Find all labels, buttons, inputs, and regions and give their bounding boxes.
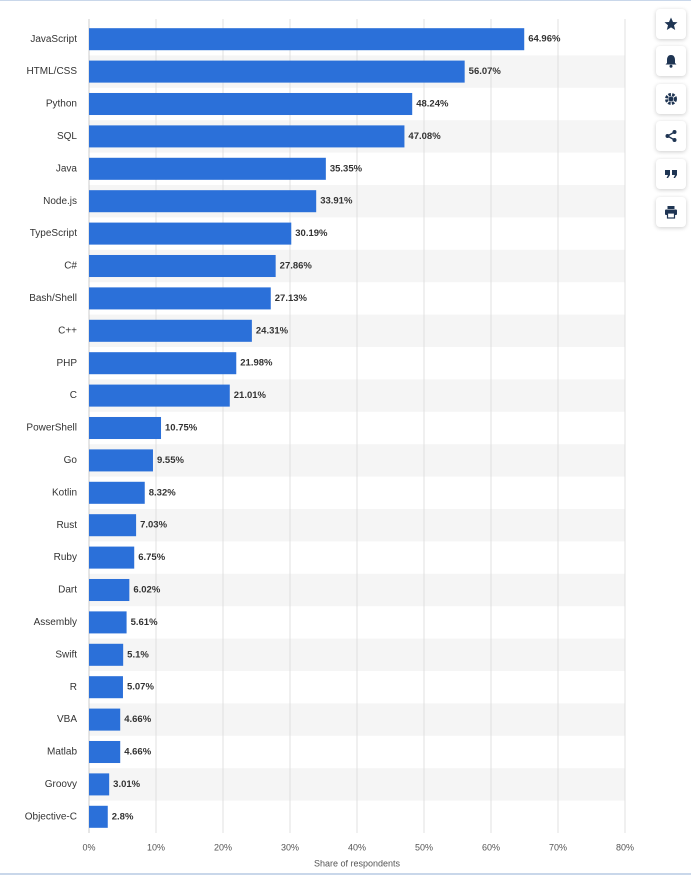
share-button[interactable] xyxy=(656,121,686,151)
bar xyxy=(89,125,405,148)
value-label: 6.75% xyxy=(138,552,165,563)
x-tick-label: 20% xyxy=(214,842,232,852)
bar xyxy=(89,708,121,731)
y-tick-label: VBA xyxy=(57,714,77,725)
value-label: 30.19% xyxy=(295,228,328,239)
value-label: 10.75% xyxy=(165,423,198,434)
y-tick-label: Node.js xyxy=(43,196,77,207)
bar xyxy=(89,416,162,440)
y-tick-label: PHP xyxy=(56,358,77,369)
y-tick-label: Go xyxy=(64,455,78,466)
y-tick-label: PowerShell xyxy=(26,423,77,434)
bar xyxy=(89,190,317,213)
bar xyxy=(89,578,130,602)
y-tick-label: R xyxy=(70,682,77,693)
value-label: 5.61% xyxy=(131,617,158,628)
bar xyxy=(89,92,413,116)
value-label: 7.03% xyxy=(140,520,167,531)
value-label: 5.1% xyxy=(127,649,149,660)
bar xyxy=(89,481,145,504)
bar xyxy=(89,740,121,764)
x-tick-label: 60% xyxy=(482,842,500,852)
value-label: 2.8% xyxy=(112,811,134,822)
value-label: 6.02% xyxy=(133,585,160,596)
value-label: 8.32% xyxy=(149,487,176,498)
print-button[interactable] xyxy=(656,197,686,227)
y-tick-label: Assembly xyxy=(34,617,77,628)
value-label: 5.07% xyxy=(127,682,154,693)
value-label: 48.24% xyxy=(416,99,449,110)
value-label: 4.66% xyxy=(124,714,151,725)
bar xyxy=(89,157,326,180)
bar xyxy=(89,773,110,796)
y-tick-label: C++ xyxy=(58,325,77,336)
value-label: 4.66% xyxy=(124,747,151,758)
y-tick-label: Bash/Shell xyxy=(29,293,77,304)
x-tick-label: 80% xyxy=(616,842,634,852)
y-tick-label: Matlab xyxy=(47,747,77,758)
y-tick-label: HTML/CSS xyxy=(26,66,77,77)
value-label: 9.55% xyxy=(157,455,184,466)
settings-button[interactable] xyxy=(656,84,686,114)
value-label: 21.01% xyxy=(234,390,267,401)
value-label: 35.35% xyxy=(330,163,363,174)
y-tick-label: Kotlin xyxy=(52,487,77,498)
bar xyxy=(89,254,276,278)
bar xyxy=(89,546,135,569)
bar xyxy=(89,28,525,51)
favorite-button[interactable] xyxy=(656,9,686,39)
bar xyxy=(89,60,465,83)
bar xyxy=(89,805,108,828)
bar xyxy=(89,384,230,407)
bar xyxy=(89,319,252,342)
y-tick-label: Groovy xyxy=(45,779,77,790)
chart: Share of respondents 0% 10% 20% 30% 40% 50% 60… xyxy=(25,19,634,868)
x-tick-label: 30% xyxy=(281,842,299,852)
value-label: 27.86% xyxy=(280,261,313,272)
bar xyxy=(89,352,237,375)
value-label: 56.07% xyxy=(469,66,502,77)
bar xyxy=(89,514,137,537)
x-tick-label: 0% xyxy=(82,842,95,852)
y-tick-label: SQL xyxy=(57,131,77,142)
bar xyxy=(89,611,127,634)
y-tick-label: Ruby xyxy=(54,552,77,563)
x-tick-label: 40% xyxy=(348,842,366,852)
y-tick-label: C xyxy=(70,390,77,401)
cite-button[interactable] xyxy=(656,159,686,189)
y-tick-label: Objective-C xyxy=(25,811,77,822)
bar xyxy=(89,222,292,245)
value-label: 24.31% xyxy=(256,325,289,336)
y-tick-label: JavaScript xyxy=(30,34,77,45)
y-tick-label: Python xyxy=(46,99,77,110)
y-tick-label: Java xyxy=(56,163,78,174)
bar xyxy=(89,287,271,310)
bar xyxy=(89,449,153,472)
value-label: 47.08% xyxy=(408,131,441,142)
x-tick-label: 50% xyxy=(415,842,433,852)
bar xyxy=(89,643,124,666)
y-tick-label: Dart xyxy=(58,585,77,596)
x-tick-label: 10% xyxy=(147,842,165,852)
x-tick-label: 70% xyxy=(549,842,567,852)
y-tick-label: TypeScript xyxy=(30,228,77,239)
value-label: 33.91% xyxy=(320,196,353,207)
y-tick-label: Swift xyxy=(55,649,77,660)
value-label: 21.98% xyxy=(240,358,273,369)
y-tick-label: C# xyxy=(64,261,77,272)
value-label: 27.13% xyxy=(275,293,308,304)
notification-button[interactable] xyxy=(656,46,686,76)
bar xyxy=(89,676,123,699)
value-label: 3.01% xyxy=(113,779,140,790)
y-tick-label: Rust xyxy=(56,520,77,531)
value-label: 64.96% xyxy=(528,34,561,45)
x-axis-title: Share of respondents xyxy=(314,858,401,868)
